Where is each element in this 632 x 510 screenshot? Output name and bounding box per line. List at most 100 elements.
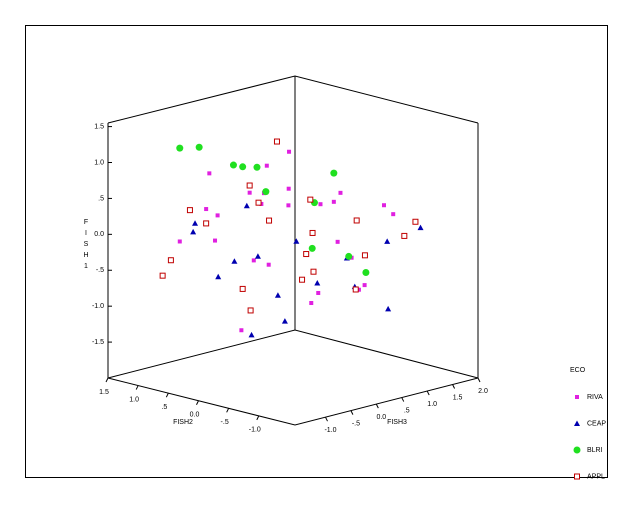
y-tick-label: 0.0: [94, 231, 104, 238]
point: [331, 199, 336, 204]
point: [281, 318, 288, 324]
x-tick-label: .5: [161, 404, 167, 411]
point: [356, 287, 361, 292]
z-tick: [325, 416, 328, 422]
point: [310, 268, 317, 275]
point: [338, 190, 343, 195]
point: [248, 331, 255, 338]
point: [308, 244, 316, 252]
point: [177, 239, 182, 244]
x-tick-label: 1.5: [99, 389, 109, 396]
point: [255, 199, 262, 206]
point: [385, 305, 392, 312]
point: [309, 301, 314, 306]
box-top: [107, 75, 479, 124]
point: [309, 229, 316, 236]
y-tick-label: 1.5: [94, 123, 104, 130]
y-tick-label: -1.0: [92, 303, 104, 310]
point: [195, 143, 203, 151]
z-tick: [350, 410, 354, 415]
point: [239, 285, 246, 292]
point: [247, 307, 254, 314]
z-tick-label: -.5: [352, 420, 360, 427]
point: [231, 258, 238, 264]
x-tick-label: 1.0: [129, 396, 139, 403]
point: [229, 161, 237, 169]
y-tick-label: .5: [98, 195, 104, 202]
legend-title: ECO: [570, 367, 586, 374]
point: [417, 224, 424, 231]
point: [186, 207, 193, 214]
y-axis-title-letter: S: [84, 241, 89, 248]
point: [239, 163, 247, 171]
point: [391, 212, 396, 217]
y-axis-title-letter: 1: [84, 263, 88, 270]
point: [243, 202, 250, 209]
point: [412, 218, 419, 225]
point: [273, 138, 280, 145]
point: [264, 163, 269, 168]
legend-marker: [574, 473, 580, 480]
y-axis-title-letter: H: [83, 252, 88, 259]
point: [159, 272, 166, 279]
z-tick: [452, 384, 456, 389]
point: [362, 269, 370, 277]
z-tick: [375, 403, 379, 409]
legend-marker: [573, 446, 581, 454]
y-tick-label: -1.5: [92, 339, 104, 346]
z-tick-label: 1.5: [453, 394, 463, 401]
point: [192, 220, 199, 226]
point: [286, 203, 291, 208]
x-tick: [256, 415, 260, 421]
point: [266, 217, 273, 224]
legend-label: APPL: [587, 473, 605, 480]
point: [384, 238, 391, 244]
y-tick-label: -.5: [96, 267, 104, 274]
point: [176, 144, 184, 152]
point: [254, 253, 261, 259]
point: [246, 182, 253, 189]
point: [303, 251, 310, 258]
point: [381, 203, 386, 208]
legend-label: RIVA: [587, 394, 603, 401]
frame: [25, 25, 608, 478]
box-floor-front: [107, 377, 479, 426]
point: [316, 290, 321, 295]
x-tick-label: -1.0: [249, 427, 261, 434]
point: [204, 207, 209, 212]
x-tick: [105, 377, 109, 383]
point: [239, 328, 244, 333]
point: [299, 276, 306, 283]
legend-marker: [575, 395, 579, 399]
z-tick-label: 2.0: [478, 388, 488, 395]
point: [251, 258, 256, 263]
point: [352, 286, 359, 293]
x-tick: [135, 385, 139, 390]
point: [203, 220, 210, 227]
y-axis-title-letter: F: [84, 219, 88, 226]
point: [262, 188, 270, 196]
point: [314, 279, 321, 286]
x-tick: [196, 400, 199, 405]
x-axis-title: FISH2: [173, 419, 193, 426]
legend-label: BLRI: [587, 447, 603, 454]
z-tick: [426, 390, 430, 396]
x-tick-label: 0.0: [190, 412, 200, 419]
point: [287, 149, 292, 154]
point: [207, 171, 212, 176]
point: [362, 283, 367, 288]
point: [253, 163, 261, 171]
y-axis-title-letter: I: [85, 230, 87, 237]
z-tick-label: 1.0: [427, 401, 437, 408]
point: [401, 232, 408, 239]
point: [215, 213, 220, 218]
point: [353, 217, 360, 224]
x-tick: [226, 408, 230, 413]
point: [330, 169, 338, 177]
point: [345, 252, 353, 260]
z-axis-title: FISH3: [387, 419, 407, 426]
y-tick-label: 1.0: [94, 159, 104, 166]
